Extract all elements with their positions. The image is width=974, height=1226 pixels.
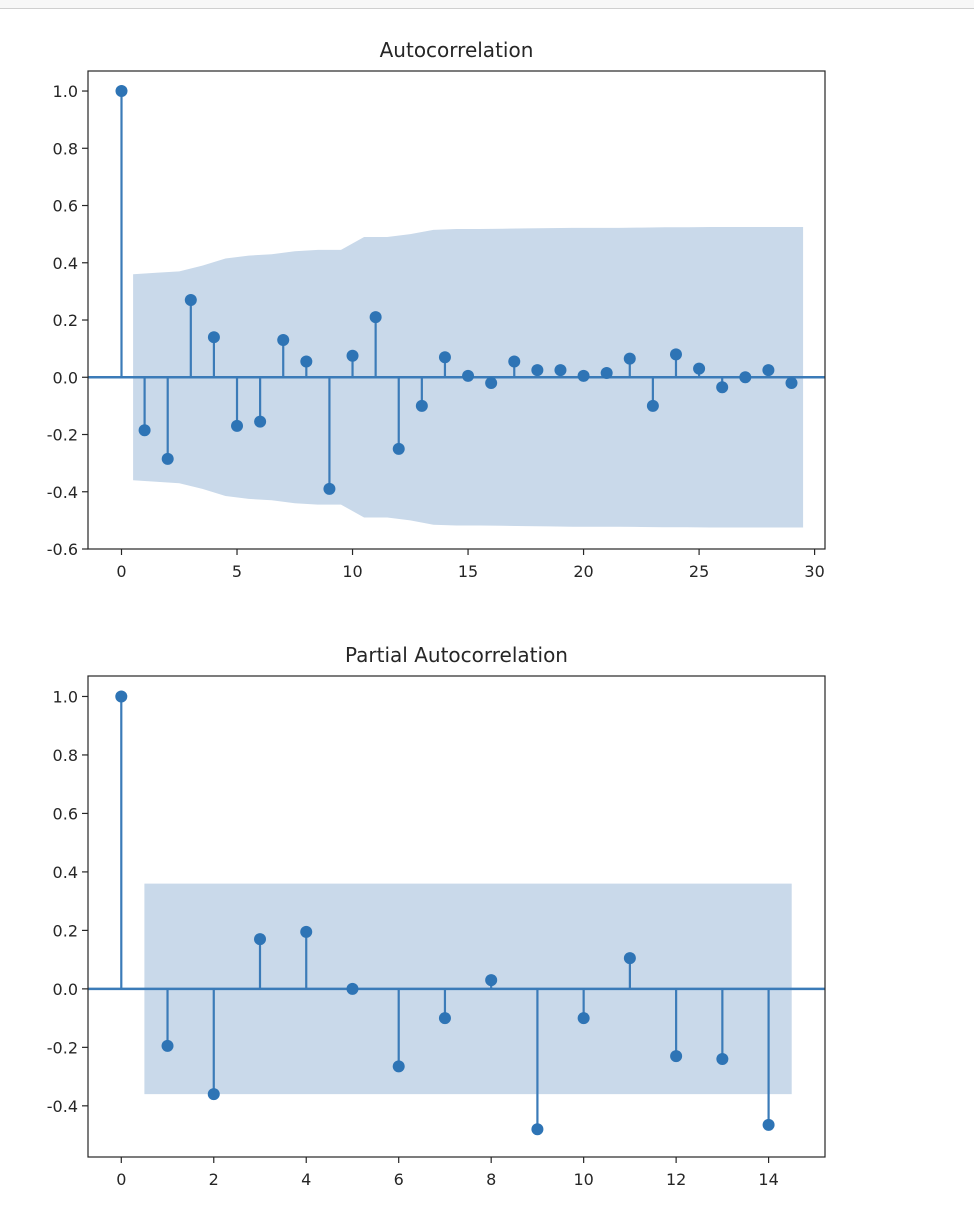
chart1-ytick-label-4: 0.2 bbox=[53, 311, 78, 330]
chart1-marker-25 bbox=[693, 362, 706, 375]
chart2-xtick-label-6: 12 bbox=[666, 1170, 686, 1189]
chart1-marker-18 bbox=[531, 364, 544, 377]
chart1-marker-3 bbox=[184, 293, 197, 306]
chart1-marker-13 bbox=[415, 399, 428, 412]
chart2: 1.0 0.8 0.6 0.4 0.2 0.0 -0.2 -0.4 0 2 4 6 8 10 12 14 Par… bbox=[47, 643, 826, 1189]
chart1-marker-29 bbox=[785, 376, 798, 389]
chart2-ytick-label-5: 0.0 bbox=[53, 980, 78, 999]
chart1-marker-0 bbox=[115, 85, 128, 98]
chart1-marker-4 bbox=[207, 331, 220, 344]
chart1-marker-5 bbox=[231, 419, 244, 432]
chart1-marker-11 bbox=[369, 311, 382, 324]
chart2-ytick-label-4: 0.2 bbox=[53, 921, 78, 940]
chart1-marker-28 bbox=[762, 364, 775, 377]
chart1-marker-2 bbox=[161, 452, 174, 465]
chart1: 1.0 0.8 0.6 0.4 0.2 0.0 -0.2 -0.4 -0.6 0 5 10 15 20 25… bbox=[47, 38, 826, 581]
chart2-xtick-label-5: 10 bbox=[573, 1170, 593, 1189]
chart2-marker-1 bbox=[161, 1039, 174, 1052]
chart2-xtick-label-4: 8 bbox=[486, 1170, 496, 1189]
chart2-ytick-label-3: 0.4 bbox=[53, 863, 78, 882]
chart2-marker-11 bbox=[623, 952, 636, 965]
chart1-title: Autocorrelation bbox=[380, 38, 534, 62]
chart1-xtick-label-6: 30 bbox=[804, 562, 824, 581]
chart2-marker-14 bbox=[762, 1118, 775, 1131]
chart1-marker-7 bbox=[277, 334, 290, 347]
chart1-marker-26 bbox=[716, 381, 729, 394]
chart1-marker-1 bbox=[138, 424, 151, 437]
chart2-marker-3 bbox=[253, 933, 266, 946]
chart1-marker-21 bbox=[600, 366, 613, 379]
chart1-marker-16 bbox=[485, 376, 498, 389]
chart2-marker-13 bbox=[716, 1053, 729, 1066]
chart1-ytick-label-0: 1.0 bbox=[53, 82, 78, 101]
chart1-marker-9 bbox=[323, 482, 336, 495]
chart1-marker-14 bbox=[438, 351, 451, 364]
chart1-marker-27 bbox=[739, 371, 752, 384]
chart1-ytick-label-2: 0.6 bbox=[53, 197, 78, 216]
chart2-marker-9 bbox=[531, 1123, 544, 1136]
chart1-marker-15 bbox=[462, 369, 475, 382]
cell-top-border bbox=[0, 0, 974, 9]
chart2-xtick-label-3: 6 bbox=[394, 1170, 404, 1189]
chart1-marker-19 bbox=[554, 364, 567, 377]
chart2-ytick-label-1: 0.8 bbox=[53, 746, 78, 765]
chart1-ytick-label-6: -0.2 bbox=[47, 426, 78, 445]
chart2-xtick-label-0: 0 bbox=[116, 1170, 126, 1189]
chart1-xtick-label-0: 0 bbox=[116, 562, 126, 581]
chart1-ytick-label-3: 0.4 bbox=[53, 254, 78, 273]
chart2-ytick-label-7: -0.4 bbox=[47, 1097, 78, 1116]
chart1-marker-6 bbox=[254, 415, 267, 428]
chart2-marker-5 bbox=[346, 982, 359, 995]
chart2-frame bbox=[87, 675, 826, 1158]
chart2-ytick-label-2: 0.6 bbox=[53, 804, 78, 823]
chart2-marker-4 bbox=[300, 925, 313, 938]
chart2-marker-8 bbox=[485, 974, 498, 987]
chart1-marker-20 bbox=[577, 369, 590, 382]
chart2-ytick-label-0: 1.0 bbox=[53, 687, 78, 706]
chart1-marker-10 bbox=[346, 349, 359, 362]
chart2-marker-6 bbox=[392, 1060, 405, 1073]
chart1-frame bbox=[87, 70, 826, 550]
chart1-marker-8 bbox=[300, 355, 313, 368]
chart2-xtick-label-7: 14 bbox=[758, 1170, 778, 1189]
chart2-xtick-label-1: 2 bbox=[209, 1170, 219, 1189]
chart2-marker-12 bbox=[670, 1050, 683, 1063]
chart1-ytick-label-5: 0.0 bbox=[53, 368, 78, 387]
chart1-ytick-label-1: 0.8 bbox=[53, 139, 78, 158]
chart1-xtick-label-5: 25 bbox=[689, 562, 709, 581]
chart2-marker-0 bbox=[115, 690, 128, 703]
chart1-marker-22 bbox=[623, 352, 636, 365]
chart1-ytick-label-8: -0.6 bbox=[47, 540, 78, 559]
chart1-marker-17 bbox=[508, 355, 521, 368]
chart2-marker-7 bbox=[438, 1012, 451, 1025]
chart1-xtick-label-4: 20 bbox=[573, 562, 593, 581]
chart1-xtick-label-3: 15 bbox=[458, 562, 478, 581]
chart1-marker-23 bbox=[646, 399, 659, 412]
chart1-ytick-label-7: -0.4 bbox=[47, 483, 78, 502]
chart2-marker-2 bbox=[207, 1088, 220, 1101]
chart1-xtick-label-2: 10 bbox=[342, 562, 362, 581]
chart2-xtick-label-2: 4 bbox=[301, 1170, 311, 1189]
chart2-title: Partial Autocorrelation bbox=[345, 643, 568, 667]
chart1-marker-24 bbox=[669, 348, 682, 361]
chart2-marker-10 bbox=[577, 1012, 590, 1025]
chart1-xtick-label-1: 5 bbox=[232, 562, 242, 581]
chart1-marker-12 bbox=[392, 442, 405, 455]
chart2-ytick-label-6: -0.2 bbox=[47, 1038, 78, 1057]
